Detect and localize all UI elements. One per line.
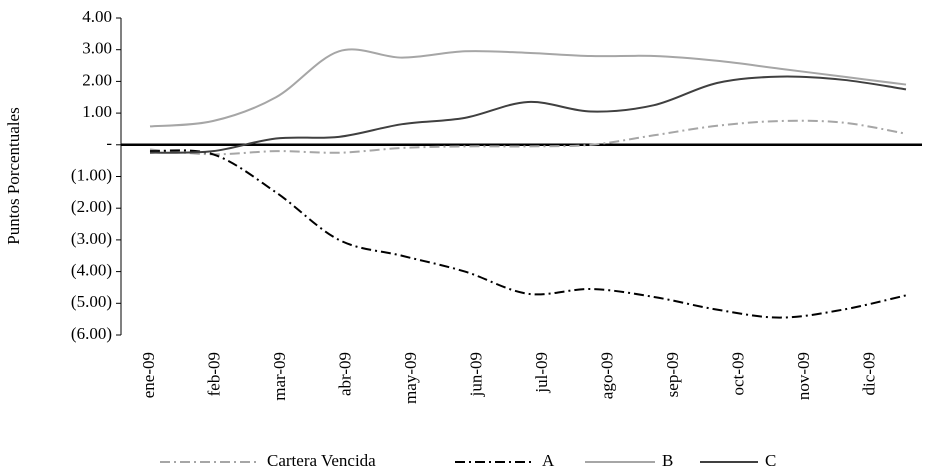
y-tick-label: (5.00) xyxy=(71,292,112,311)
y-tick-label: (4.00) xyxy=(71,261,112,280)
y-tick-label: (2.00) xyxy=(71,197,112,216)
y-tick-label: (1.00) xyxy=(71,165,112,184)
x-tick-label: ene-09 xyxy=(139,352,158,398)
y-tick-label: (3.00) xyxy=(71,229,112,248)
legend-label: C xyxy=(765,451,776,470)
series-line xyxy=(149,119,907,156)
x-tick-label: feb-09 xyxy=(204,352,223,396)
legend-label: B xyxy=(662,451,673,470)
x-tick-label: nov-09 xyxy=(794,352,813,400)
series-line xyxy=(149,48,907,128)
x-tick-label: jun-09 xyxy=(466,352,485,397)
x-tick-label: ago-09 xyxy=(597,352,616,399)
x-tick-label: dic-09 xyxy=(859,352,878,395)
y-tick-label: 1.00 xyxy=(82,102,112,121)
y-axis-label: Puntos Porcentuales xyxy=(4,107,23,244)
y-tick-label: - xyxy=(106,134,112,153)
series-line xyxy=(149,75,907,154)
x-tick-label: jul-09 xyxy=(532,352,551,394)
x-tick-label: oct-09 xyxy=(728,352,747,395)
legend-label: Cartera Vencida xyxy=(267,451,376,470)
legend-label: A xyxy=(542,451,555,470)
x-tick-label: abr-09 xyxy=(335,352,354,396)
y-tick-label: 2.00 xyxy=(82,70,112,89)
y-tick-label: (6.00) xyxy=(71,324,112,343)
y-tick-label: 3.00 xyxy=(82,39,112,58)
x-tick-label: sep-09 xyxy=(663,352,682,397)
series-line xyxy=(149,149,907,319)
y-tick-label: 4.00 xyxy=(82,7,112,26)
x-tick-label: mar-09 xyxy=(270,352,289,401)
x-tick-label: may-09 xyxy=(401,352,420,404)
